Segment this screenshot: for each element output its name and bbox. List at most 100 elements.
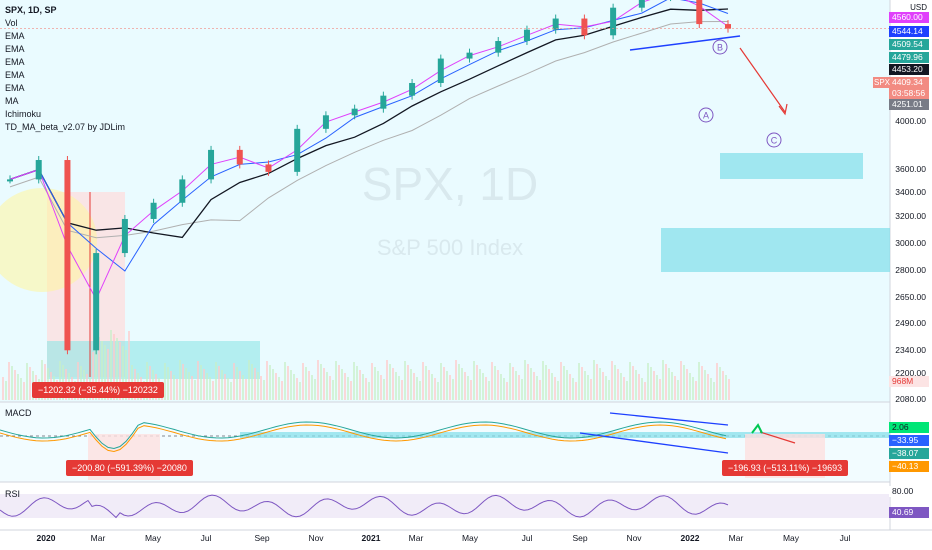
legend-item[interactable]: EMA bbox=[5, 83, 25, 93]
volume-bar bbox=[77, 362, 79, 400]
legend-symbol[interactable]: SPX, 1D, SP bbox=[5, 5, 57, 15]
volume-bar bbox=[167, 367, 169, 400]
candle-body bbox=[380, 95, 387, 109]
volume-bar bbox=[221, 370, 223, 400]
volume-bar bbox=[686, 369, 688, 400]
macd-trend-upper bbox=[609, 412, 729, 426]
y-axis-label: 3200.00 bbox=[895, 211, 926, 221]
volume-bar bbox=[362, 374, 364, 400]
legend-item[interactable]: EMA bbox=[5, 31, 25, 41]
volume-bar bbox=[500, 374, 502, 400]
volume-bar bbox=[425, 366, 427, 400]
volume-bar bbox=[464, 372, 466, 400]
volume-bar bbox=[323, 368, 325, 400]
volume-bar bbox=[653, 371, 655, 400]
volume-bar bbox=[593, 360, 595, 400]
volume-bar bbox=[170, 371, 172, 400]
volume-bar bbox=[296, 378, 298, 400]
volume-bar bbox=[266, 361, 268, 400]
volume-bar bbox=[614, 365, 616, 400]
volume-bar bbox=[260, 376, 262, 400]
trend-line-upper bbox=[629, 35, 741, 51]
volume-bar bbox=[383, 379, 385, 400]
volume-bar bbox=[551, 373, 553, 400]
volume-bar bbox=[29, 367, 31, 400]
volume-bar bbox=[233, 363, 235, 400]
volume-bar bbox=[476, 365, 478, 400]
volume-bar bbox=[512, 367, 514, 400]
volume-bar bbox=[113, 334, 115, 400]
legend-item[interactable]: MA bbox=[5, 96, 19, 106]
volume-bar bbox=[572, 378, 574, 400]
volume-bar bbox=[455, 360, 457, 400]
volume-bar bbox=[527, 364, 529, 400]
candle-body bbox=[581, 18, 588, 36]
volume-bar bbox=[644, 382, 646, 400]
volume-bar bbox=[125, 350, 127, 400]
volume-bar bbox=[656, 375, 658, 400]
y-axis-label: 2490.00 bbox=[895, 318, 926, 328]
price-measure-box: −1202.32 (−35.44%) −120232 bbox=[32, 382, 164, 398]
volume-bar bbox=[467, 376, 469, 400]
price-tag: 4544.14 bbox=[889, 26, 929, 37]
volume-bar bbox=[611, 361, 613, 400]
legend-item[interactable]: TD_MA_beta_v2.07 by JDLim bbox=[5, 122, 126, 132]
volume-bar bbox=[482, 373, 484, 400]
candle-body bbox=[495, 41, 502, 53]
wave-b-label: B bbox=[717, 43, 723, 53]
volume-bar bbox=[524, 360, 526, 400]
x-axis-label: Mar bbox=[408, 533, 424, 543]
price-tag: 4453.20 bbox=[889, 64, 929, 75]
volume-bar bbox=[200, 365, 202, 400]
volume-bar bbox=[101, 341, 103, 400]
volume-bar bbox=[497, 370, 499, 400]
volume-bar bbox=[569, 374, 571, 400]
indicator-legend: SPX, 1D, SP Vol EMA EMA EMA EMA EMA MA I… bbox=[5, 4, 125, 134]
volume-bar bbox=[488, 381, 490, 400]
volume-bar bbox=[215, 362, 217, 400]
volume-bar bbox=[386, 360, 388, 400]
volume-bar bbox=[197, 361, 199, 400]
volume-bar bbox=[542, 361, 544, 400]
candle-body bbox=[294, 128, 301, 172]
volume-bar bbox=[14, 370, 16, 400]
x-axis-label: May bbox=[461, 533, 479, 543]
volume-bar bbox=[557, 381, 559, 400]
volume-bar bbox=[581, 367, 583, 400]
legend-item[interactable]: EMA bbox=[5, 70, 25, 80]
volume-bar bbox=[566, 370, 568, 400]
x-axis-label: Mar bbox=[728, 533, 744, 543]
price-pane-bg bbox=[0, 0, 890, 402]
volume-bar bbox=[701, 366, 703, 400]
legend-item[interactable]: Vol bbox=[5, 18, 18, 28]
macd-tag: −33.95 bbox=[889, 435, 929, 446]
watermark-name: S&P 500 Index bbox=[377, 235, 523, 260]
y-axis-label: 2650.00 bbox=[895, 292, 926, 302]
volume-bar bbox=[176, 379, 178, 400]
volume-bar bbox=[308, 371, 310, 400]
volume-bar bbox=[668, 368, 670, 400]
candle-body bbox=[150, 202, 157, 219]
volume-bar bbox=[212, 381, 214, 400]
volume-bar bbox=[725, 375, 727, 400]
volume-bar bbox=[413, 373, 415, 400]
projection-arrow-head bbox=[778, 103, 788, 116]
x-axis-label: Jul bbox=[839, 533, 851, 543]
volume-bar bbox=[299, 382, 301, 400]
volume-bar bbox=[485, 377, 487, 400]
volume-bar bbox=[533, 372, 535, 400]
wave-a-label: A bbox=[703, 111, 709, 121]
volume-bar bbox=[452, 379, 454, 400]
volume-bar bbox=[368, 382, 370, 400]
currency-label[interactable]: USD bbox=[910, 3, 927, 12]
legend-item[interactable]: Ichimoku bbox=[5, 109, 42, 119]
volume-bar bbox=[431, 374, 433, 400]
volume-bar bbox=[284, 362, 286, 400]
legend-item[interactable]: EMA bbox=[5, 57, 25, 67]
volume-bar bbox=[539, 380, 541, 400]
volume-bar bbox=[41, 360, 43, 400]
legend-item[interactable]: EMA bbox=[5, 44, 25, 54]
macd-pane-label: MACD bbox=[5, 408, 32, 418]
volume-bar bbox=[677, 380, 679, 400]
candle-body bbox=[696, 0, 703, 25]
